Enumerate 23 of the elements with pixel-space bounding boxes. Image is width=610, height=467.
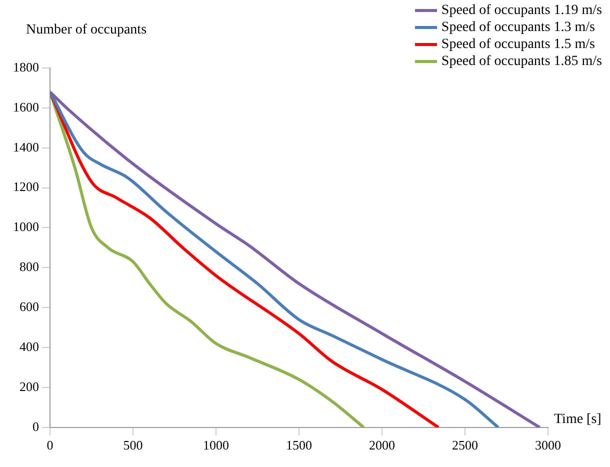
x-tick-label: 2000 (369, 438, 395, 453)
y-tick-label: 1600 (13, 99, 39, 114)
x-axis-title: Time [s] (554, 412, 602, 428)
x-tick-label: 0 (46, 438, 54, 453)
y-tick-label: 0 (32, 418, 39, 434)
legend-label: Speed of occupants 1.85 m/s (441, 53, 602, 70)
legend-label: Speed of occupants 1.3 m/s (441, 19, 595, 36)
y-tick-label: 1400 (13, 139, 39, 154)
y-tick-label: 1000 (13, 219, 39, 234)
y-axis-title: Number of occupants (26, 22, 147, 38)
y-tick-label: 400 (20, 338, 39, 354)
x-tick-label: 500 (123, 438, 143, 453)
legend-label: Speed of occupants 1.19 m/s (441, 2, 602, 19)
x-tick-label: 3000 (535, 438, 561, 453)
y-tick-label: 600 (20, 299, 39, 314)
x-tick-label: 1000 (203, 438, 229, 453)
y-tick-label: 1800 (13, 59, 39, 74)
x-tick-label: 2500 (452, 438, 478, 453)
x-tick-label: 1500 (286, 438, 312, 453)
y-tick-label: 200 (20, 378, 39, 394)
legend-label: Speed of occupants 1.5 m/s (441, 36, 595, 53)
y-tick-label: 800 (20, 259, 39, 274)
y-tick-label: 1200 (13, 179, 39, 194)
